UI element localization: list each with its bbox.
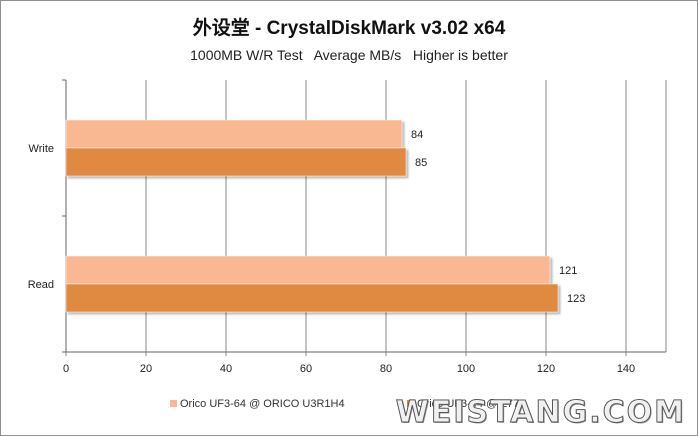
watermark-logo: WEISTANG.COM	[395, 395, 686, 431]
bar	[65, 255, 551, 285]
data-label: 84	[411, 129, 423, 141]
chart-subtitle: 1000MB W/R Test Average MB/s Higher is b…	[190, 47, 508, 63]
chart-title: 外设堂 - CrystalDiskMark v3.02 x64	[192, 18, 506, 39]
bars	[65, 119, 559, 313]
category-label: Write	[29, 143, 54, 155]
legend-swatch	[170, 400, 177, 407]
data-label: 121	[559, 265, 577, 277]
category-label: Read	[28, 279, 54, 291]
legend-label: Orico UF3-64 @ Z77	[417, 398, 519, 410]
x-tick-label: 80	[380, 363, 392, 375]
legend-swatch	[407, 400, 414, 407]
bar	[65, 119, 403, 149]
x-tick-label: 20	[140, 363, 152, 375]
legend-label: Orico UF3-64 @ ORICO U3R1H4	[180, 398, 345, 410]
x-tick-label: 40	[220, 363, 232, 375]
legend: Orico UF3-64 @ ORICO U3R1H4 Orico UF3-64 …	[170, 398, 519, 410]
labels: 0 20 40 60 80 100 120 140 Write 84 85 Read 121 123	[28, 129, 635, 375]
data-label: 123	[567, 293, 585, 305]
data-label: 85	[415, 157, 427, 169]
x-tick-label: 0	[63, 363, 69, 375]
bar	[65, 147, 407, 177]
bar	[65, 283, 559, 313]
x-tick-label: 60	[300, 363, 312, 375]
x-tick-label: 140	[617, 363, 635, 375]
x-tick-label: 120	[537, 363, 555, 375]
x-tick-label: 100	[457, 363, 475, 375]
